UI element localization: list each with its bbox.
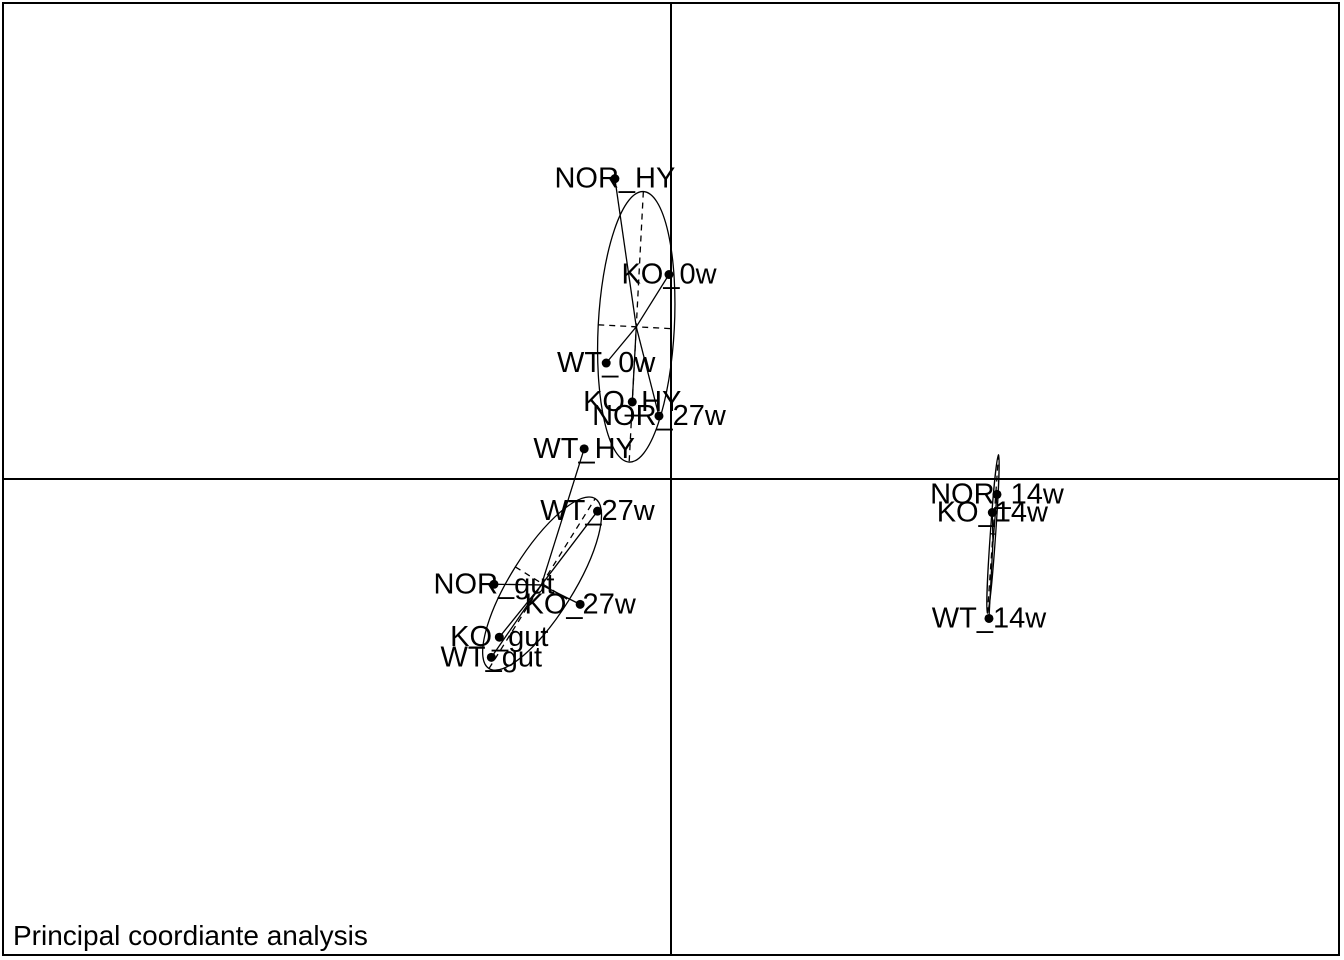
label-wt-14w: WT_14w bbox=[932, 602, 1047, 634]
label-wt-0w: WT_0w bbox=[557, 347, 656, 379]
label-ko-27w: KO_27w bbox=[525, 588, 637, 620]
label-wt-27w: WT_27w bbox=[540, 495, 655, 527]
label-nor-hy: NOR_HY bbox=[554, 163, 675, 195]
label-nor-27w: NOR_27w bbox=[592, 400, 727, 432]
label-ko-14w: KO_14w bbox=[937, 497, 1049, 529]
group-spokes bbox=[491, 179, 997, 658]
spoke-nor-hy bbox=[615, 179, 636, 327]
sample-labels: NOR_HYKO_0wWT_0wKO_HYNOR_27wWT_HYWT_27wN… bbox=[434, 163, 1065, 674]
label-wt-gut: WT_gut bbox=[441, 641, 543, 673]
label-wt-hy: WT_HY bbox=[533, 433, 635, 465]
label-ko-0w: KO_0w bbox=[621, 259, 717, 291]
chart-caption: Principal coordiante analysis bbox=[13, 920, 368, 951]
